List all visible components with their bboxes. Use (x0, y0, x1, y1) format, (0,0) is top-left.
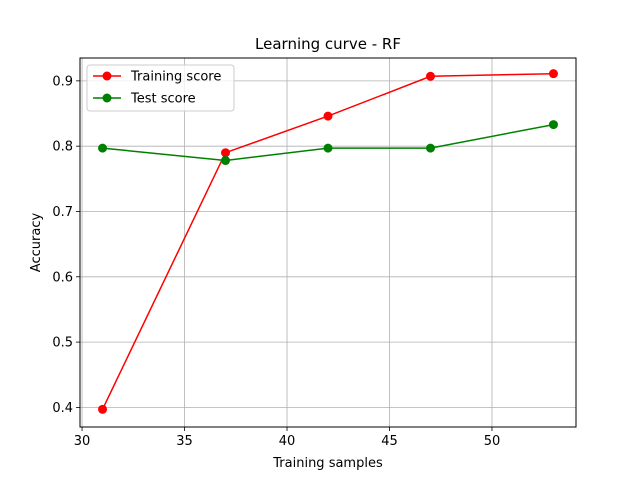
y-tick-label: 0.5 (52, 336, 73, 351)
data-point (221, 156, 231, 166)
series-layer (98, 69, 558, 414)
data-point (548, 120, 558, 130)
x-tick-label: 40 (279, 434, 296, 449)
y-tick-label: 0.8 (52, 140, 73, 155)
x-tick-label: 50 (484, 434, 501, 449)
data-point (221, 148, 231, 158)
data-point (323, 143, 333, 153)
chart-title: Learning curve - RF (255, 35, 401, 53)
data-point (323, 111, 333, 121)
legend-label: Training score (130, 70, 221, 85)
y-tick-label: 0.4 (52, 401, 73, 416)
y-tick-label: 0.7 (52, 205, 73, 220)
legend-marker (102, 71, 112, 81)
legend-marker (102, 93, 112, 103)
data-point (425, 71, 435, 81)
x-tick-label: 45 (381, 434, 398, 449)
data-point (425, 143, 435, 153)
data-point (548, 69, 558, 79)
legend-box (86, 64, 235, 112)
y-tick-label: 0.6 (52, 270, 73, 285)
legend: Training score Test score (86, 64, 235, 112)
legend-label: Test score (130, 92, 196, 107)
x-tick-label: 30 (74, 434, 91, 449)
x-tick-label: 35 (176, 434, 193, 449)
x-axis-label: Training samples (272, 456, 383, 471)
y-axis-label: Accuracy (29, 213, 44, 273)
tick-layer: 30 35 40 45 50 0.4 0.5 0.6 0.7 0.8 0.9 (52, 74, 500, 449)
y-tick-label: 0.9 (52, 74, 73, 89)
data-point (98, 404, 108, 414)
data-point (98, 143, 108, 153)
plot-frame (79, 57, 577, 428)
